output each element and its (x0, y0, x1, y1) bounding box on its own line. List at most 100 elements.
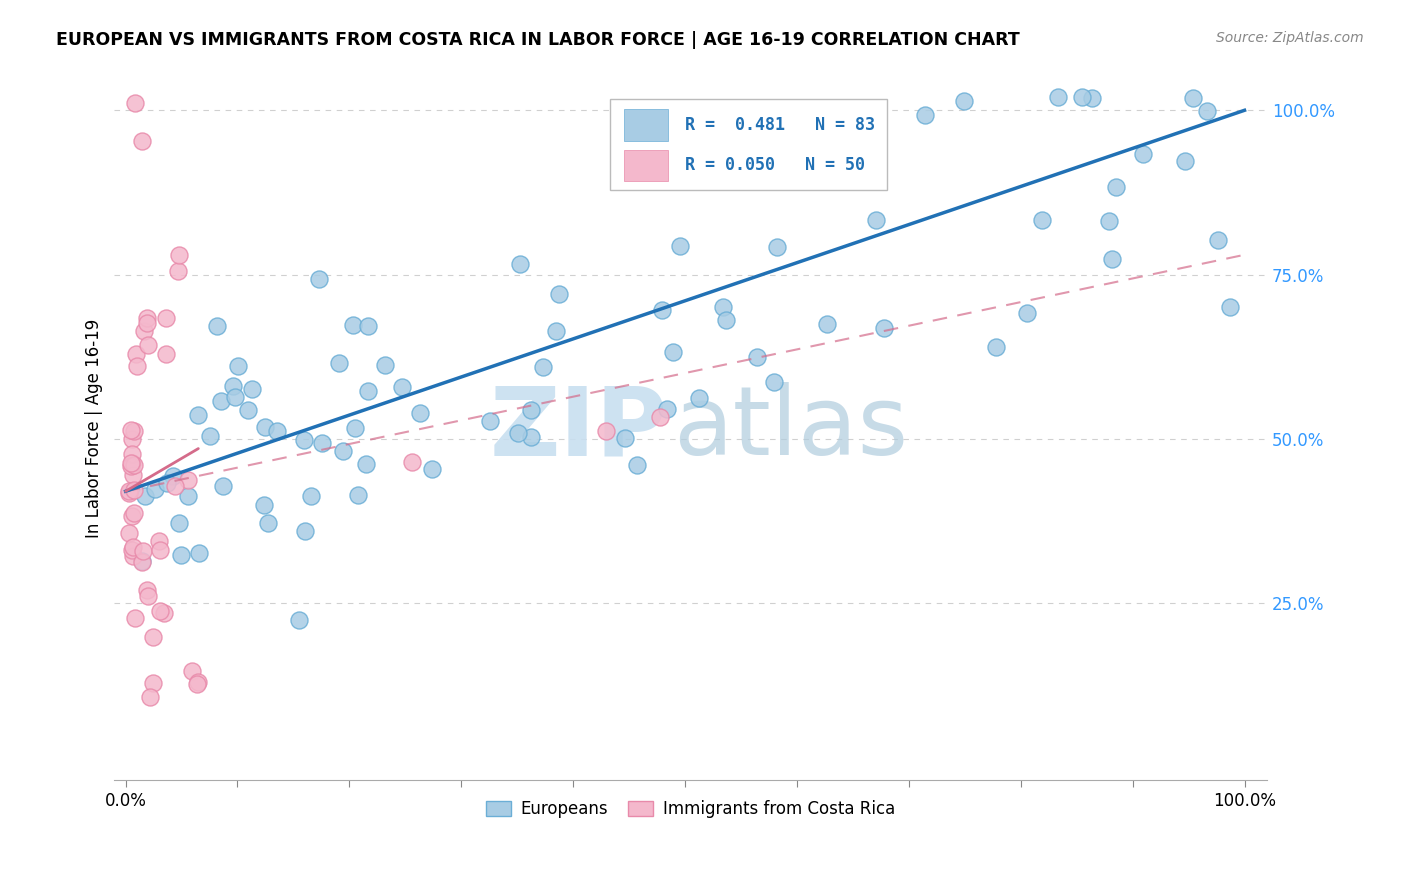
Point (1174, 153, 1197, 168)
Point (547, 286, 569, 301)
Point (120, 423, 142, 437)
Point (122, 458, 145, 473)
Point (132, 544, 155, 558)
Text: R =  0.481   N = 83: R = 0.481 N = 83 (685, 116, 875, 134)
Point (118, 526, 141, 541)
Point (122, 483, 145, 498)
Text: EUROPEAN VS IMMIGRANTS FROM COSTA RICA IN LABOR FORCE | AGE 16-19 CORRELATION CH: EUROPEAN VS IMMIGRANTS FROM COSTA RICA I… (56, 31, 1019, 49)
Point (200, 429, 222, 443)
Point (661, 151, 683, 165)
Point (124, 95, 146, 110)
Point (121, 447, 143, 461)
Point (688, 391, 710, 405)
Bar (624, 150, 668, 181)
Y-axis label: In Labor Force | Age 16-19: In Labor Force | Age 16-19 (86, 319, 103, 539)
Point (167, 516, 190, 531)
Point (838, 157, 860, 171)
Point (391, 380, 413, 394)
Point (342, 318, 364, 332)
Point (294, 524, 316, 538)
Point (211, 479, 233, 493)
Point (519, 429, 541, 443)
Point (209, 393, 232, 408)
Point (714, 312, 737, 326)
Point (669, 238, 692, 252)
Text: Source: ZipAtlas.com: Source: ZipAtlas.com (1216, 31, 1364, 45)
Point (149, 604, 172, 618)
Point (131, 554, 153, 568)
Legend: Europeans, Immigrants from Costa Rica: Europeans, Immigrants from Costa Rica (479, 793, 903, 825)
Point (865, 213, 887, 227)
Point (187, 675, 209, 690)
Point (1132, 147, 1154, 161)
Point (135, 582, 157, 597)
Point (136, 337, 159, 351)
Point (745, 350, 768, 364)
Point (311, 436, 333, 450)
Point (544, 324, 567, 338)
Point (155, 311, 177, 326)
Point (125, 347, 148, 361)
Point (121, 508, 143, 523)
Point (148, 533, 170, 548)
Point (122, 424, 145, 438)
Point (186, 677, 208, 691)
Point (374, 358, 396, 372)
Point (177, 489, 200, 503)
Point (205, 319, 228, 334)
Point (301, 489, 323, 503)
Point (181, 664, 204, 678)
Point (420, 462, 443, 476)
Point (122, 549, 145, 563)
Point (132, 324, 155, 338)
Bar (624, 109, 668, 141)
Point (648, 409, 671, 424)
Point (986, 340, 1008, 354)
Point (508, 425, 530, 440)
Point (292, 433, 315, 447)
Point (1015, 306, 1038, 320)
Point (765, 240, 787, 254)
Point (118, 485, 141, 500)
Point (240, 382, 263, 396)
Point (121, 543, 143, 558)
Point (177, 473, 200, 487)
Point (266, 425, 288, 439)
Point (222, 379, 245, 393)
Point (120, 459, 142, 474)
Point (650, 302, 672, 317)
Point (332, 444, 354, 458)
Point (162, 469, 184, 483)
Point (401, 455, 423, 469)
Point (288, 613, 311, 627)
Point (1098, 214, 1121, 228)
Point (187, 408, 209, 422)
Point (121, 540, 143, 554)
Point (914, 108, 936, 122)
Point (662, 345, 685, 359)
Point (143, 482, 166, 496)
Point (1182, 91, 1205, 105)
Point (156, 476, 179, 491)
Point (953, 94, 976, 108)
Text: ZIP: ZIP (489, 383, 668, 475)
Point (343, 420, 366, 434)
Point (121, 456, 143, 470)
Point (134, 489, 156, 503)
Point (1219, 300, 1241, 314)
Point (1046, 90, 1069, 104)
Point (139, 690, 162, 705)
Point (121, 433, 143, 447)
Point (226, 359, 249, 374)
Point (131, 134, 153, 148)
Point (613, 431, 636, 445)
Point (531, 359, 554, 374)
Point (1105, 180, 1128, 194)
Point (136, 316, 159, 330)
Point (763, 375, 786, 389)
Point (1206, 233, 1229, 247)
Point (153, 606, 176, 620)
Point (520, 402, 543, 417)
Point (711, 300, 734, 314)
Point (136, 311, 159, 326)
